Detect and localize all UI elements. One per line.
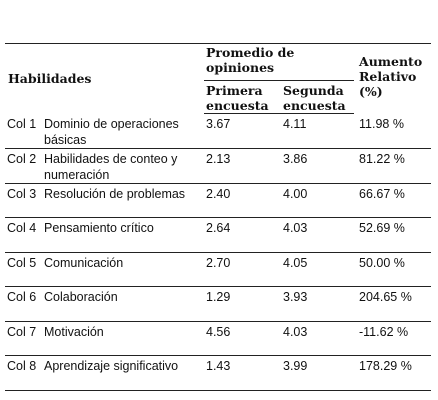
table-row: Col 8 Aprendizaje significativo 1.43 3.99 17… bbox=[5, 355, 431, 391]
relative-increase-value: 204.65 % bbox=[354, 286, 431, 322]
row-label: Col 8 bbox=[5, 355, 43, 391]
header-promedio: Promedio de opiniones bbox=[204, 43, 354, 81]
second-survey-value: 3.93 bbox=[281, 286, 354, 322]
first-survey-value: 2.13 bbox=[204, 148, 281, 184]
first-survey-value: 1.29 bbox=[204, 286, 281, 322]
table-row: Col 1 Dominio de operaciones básicas 3.67 4… bbox=[5, 113, 431, 149]
skills-table: Habilidades Promedio de opiniones Aument… bbox=[5, 43, 431, 391]
first-survey-value: 4.56 bbox=[204, 321, 281, 356]
relative-increase-value: -11.62 % bbox=[354, 321, 431, 356]
second-survey-value: 4.03 bbox=[281, 321, 354, 356]
skill-name: Resolución de problemas bbox=[43, 183, 204, 218]
row-label: Col 3 bbox=[5, 183, 43, 218]
header-primera: Primera encuesta bbox=[204, 80, 281, 114]
header-aumento: Aumento Relativo (%) bbox=[354, 43, 431, 114]
row-label: Col 1 bbox=[5, 113, 43, 149]
second-survey-value: 4.05 bbox=[281, 252, 354, 287]
skill-name: Dominio de operaciones básicas bbox=[43, 113, 204, 149]
second-survey-value: 4.00 bbox=[281, 183, 354, 218]
second-survey-value: 3.86 bbox=[281, 148, 354, 184]
first-survey-value: 2.64 bbox=[204, 217, 281, 253]
relative-increase-value: 50.00 % bbox=[354, 252, 431, 287]
row-label: Col 7 bbox=[5, 321, 43, 356]
header-segunda: Segunda encuesta bbox=[281, 80, 354, 114]
row-label: Col 5 bbox=[5, 252, 43, 287]
row-label: Col 2 bbox=[5, 148, 43, 184]
table-row: Col 7 Motivación 4.56 4.03 -11.62 % bbox=[5, 321, 431, 356]
table-row: Col 2 Habilidades de conteo y numeración 2… bbox=[5, 148, 431, 184]
first-survey-value: 1.43 bbox=[204, 355, 281, 391]
skill-name: Habilidades de conteo y numeración bbox=[43, 148, 204, 184]
relative-increase-value: 81.22 % bbox=[354, 148, 431, 184]
relative-increase-value: 52.69 % bbox=[354, 217, 431, 253]
row-label: Col 4 bbox=[5, 217, 43, 253]
header-habilidades: Habilidades bbox=[5, 43, 204, 114]
skill-name: Motivación bbox=[43, 321, 204, 356]
table-body: Col 1 Dominio de operaciones básicas 3.67 4… bbox=[5, 113, 431, 391]
second-survey-value: 4.11 bbox=[281, 113, 354, 149]
relative-increase-value: 66.67 % bbox=[354, 183, 431, 218]
table-row: Col 3 Resolución de problemas 2.40 4.00 66.6… bbox=[5, 183, 431, 218]
relative-increase-value: 11.98 % bbox=[354, 113, 431, 149]
first-survey-value: 2.70 bbox=[204, 252, 281, 287]
row-label: Col 6 bbox=[5, 286, 43, 322]
first-survey-value: 3.67 bbox=[204, 113, 281, 149]
second-survey-value: 3.99 bbox=[281, 355, 354, 391]
table-row: Col 4 Pensamiento crítico 2.64 4.03 52.69 % bbox=[5, 217, 431, 253]
table-row: Col 5 Comunicación 2.70 4.05 50.00 % bbox=[5, 252, 431, 287]
skill-name: Aprendizaje significativo bbox=[43, 355, 204, 391]
skill-name: Pensamiento crítico bbox=[43, 217, 204, 253]
table-row: Col 6 Colaboración 1.29 3.93 204.65 % bbox=[5, 286, 431, 322]
first-survey-value: 2.40 bbox=[204, 183, 281, 218]
skill-name: Colaboración bbox=[43, 286, 204, 322]
skill-name: Comunicación bbox=[43, 252, 204, 287]
second-survey-value: 4.03 bbox=[281, 217, 354, 253]
relative-increase-value: 178.29 % bbox=[354, 355, 431, 391]
